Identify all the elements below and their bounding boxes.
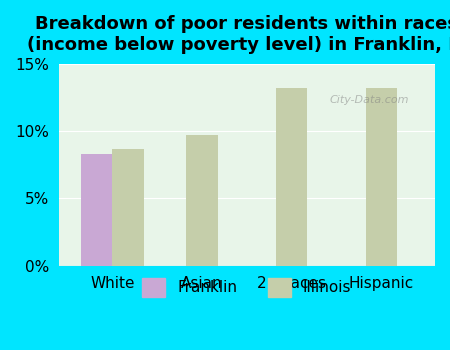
Bar — [276, 88, 307, 266]
Bar — [186, 135, 218, 266]
Bar — [112, 149, 144, 266]
Bar — [81, 154, 112, 266]
Bar — [365, 88, 397, 266]
Legend: Franklin, Illinois: Franklin, Illinois — [136, 272, 358, 303]
Text: City-Data.com: City-Data.com — [329, 95, 409, 105]
Title: Breakdown of poor residents within races
(income below poverty level) in Frankli: Breakdown of poor residents within races… — [27, 15, 450, 54]
